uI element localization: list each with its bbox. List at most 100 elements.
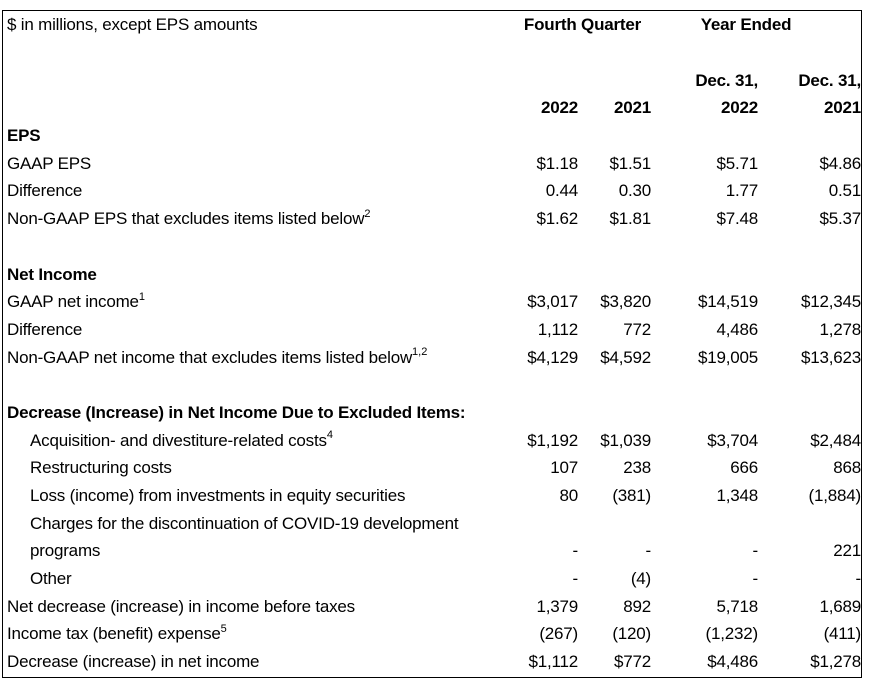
row-label-text: GAAP EPS [7,153,92,173]
section-row: Net Income [3,260,861,288]
value-cell-ye-2022: 1.77 [725,181,758,201]
value-cell-ye-2021: $2,484 [810,430,861,450]
value-cell-fq-2021: - [645,541,652,561]
section-label: Decrease (Increase) in Net Income Due to… [7,402,466,422]
unit-note: $ in millions, except EPS amounts [7,15,258,35]
table-row: programs - - - 221 [3,537,861,565]
value-cell-fq-2021: $3,820 [600,292,651,312]
footnote-marker: 1,2 [412,345,428,358]
value-cell-fq-2022: 1,112 [537,319,578,339]
value-cell-ye-2022: $14,519 [697,292,758,312]
value-cell-fq-2021: 0.30 [618,181,651,201]
value-cell-fq-2021: $1.51 [609,153,651,173]
value-cell-ye-2022: 5,718 [716,596,758,616]
row-label-text: Acquisition- and divestiture-related cos… [30,430,327,450]
value-cell-ye-2021: Dec. 31, [798,70,861,90]
value-cell-ye-2021: - [855,569,861,589]
value-cell-fq-2022: - [572,569,579,589]
value-cell-fq-2021: $1.81 [609,209,651,229]
value-cell-fq-2022: $1.18 [536,153,578,173]
spacer-row [3,233,861,261]
table-row: Loss (income) from investments in equity… [3,482,861,510]
row-label-text: Non-GAAP EPS that excludes items listed … [7,209,365,229]
value-cell-ye-2021: 221 [833,541,861,561]
value-cell-ye-2022: 666 [730,458,758,478]
row-label: Net decrease (increase) in income before… [3,598,514,615]
table-row: Restructuring costs 107 238 666 868 [3,454,861,482]
row-label: Difference [3,321,514,338]
value-cell-ye-2021: 1,689 [819,596,861,616]
row-label: Income tax (benefit) expense5 [3,622,514,644]
value-cell-ye-2021: (411) [823,624,861,644]
table-row: Net decrease (increase) in income before… [3,592,861,620]
value-cell-ye-2022: $5.71 [716,153,758,173]
section-label: EPS [7,126,41,146]
value-cell-fq-2022: - [572,541,579,561]
value-cell-fq-2021: $4,592 [600,347,651,367]
col-group-fourth-quarter: Fourth Quarter [523,15,642,35]
table-row: Non-GAAP EPS that excludes items listed … [3,205,861,233]
value-cell-ye-2022: - [752,569,759,589]
value-cell-ye-2021: (1,884) [808,486,861,506]
row-label: GAAP net income1 [3,290,514,312]
row-label-text: Loss (income) from investments in equity… [30,486,406,506]
value-cell-ye-2022: - [752,541,759,561]
value-cell-ye-2021: $4.86 [819,153,861,173]
value-cell-fq-2021: (120) [612,624,651,644]
value-cell-ye-2022: $7.48 [716,209,758,229]
table-row: Income tax (benefit) expense5 (267) (120) (… [3,620,861,648]
row-label-text: Charges for the discontinuation of COVID… [30,513,459,533]
table-row: Decrease (increase) in net income $1,112 $… [3,648,861,676]
row-label: Loss (income) from investments in equity… [3,487,514,504]
value-cell-ye-2022: $4,486 [707,652,758,672]
row-label: Non-GAAP EPS that excludes items listed … [3,207,514,229]
value-cell-fq-2022: (267) [539,624,578,644]
value-cell-fq-2021: 892 [623,596,651,616]
value-cell-fq-2022: $3,017 [527,292,578,312]
value-cell-ye-2021: 0.51 [828,181,861,201]
value-cell-fq-2022: 1,379 [536,596,578,616]
value-cell-ye-2021: $5.37 [819,209,861,229]
value-cell-ye-2021: 868 [833,458,861,478]
value-cell-ye-2022: 2022 [720,98,758,118]
value-cell-fq-2021: (381) [612,486,651,506]
row-label: programs [3,542,514,559]
reconciliation-table: $ in millions, except EPS amounts Fourth… [2,10,862,678]
row-label-text: Net decrease (increase) in income before… [7,596,355,616]
value-cell-fq-2022: $1,192 [527,430,578,450]
value-cell-ye-2022: 1,348 [716,486,758,506]
footnote-marker: 1 [138,290,145,303]
row-label-text: GAAP net income [7,292,139,312]
table-row: Acquisition- and divestiture-related cos… [3,426,861,454]
row-label-text: Income tax (benefit) expense [7,624,221,644]
table-row: GAAP EPS $1.18 $1.51 $5.71 $4.86 [3,149,861,177]
row-label: Other [3,570,514,587]
value-cell-fq-2022: $4,129 [527,347,578,367]
value-cell-fq-2022: 80 [559,486,578,506]
section-row: Decrease (Increase) in Net Income Due to… [3,399,861,427]
date-header-row: Dec. 31, Dec. 31, [3,66,861,94]
row-label-text: Difference [7,181,83,201]
value-cell-fq-2021: 772 [623,319,651,339]
table-header-row: $ in millions, except EPS amounts Fourth… [3,11,861,39]
value-cell-ye-2022: $19,005 [697,347,758,367]
table-row: Difference 0.44 0.30 1.77 0.51 [3,177,861,205]
row-label-text: Decrease (increase) in net income [7,652,260,672]
value-cell-fq-2022: $1,112 [528,652,578,672]
row-label: Decrease (increase) in net income [3,653,514,670]
row-label: Non-GAAP net income that excludes items … [3,345,514,365]
value-cell-fq-2022: 0.44 [545,181,578,201]
footnote-marker: 5 [220,622,227,635]
spacer-row [3,371,861,399]
value-cell-fq-2022: 107 [550,458,578,478]
row-label-text: Restructuring costs [30,458,172,478]
section-label: Net Income [7,264,97,284]
section-row: EPS [3,122,861,150]
table-row: Charges for the discontinuation of COVID… [3,509,861,537]
year-header-row: 2022 2021 2022 2021 [3,94,861,122]
value-cell-ye-2021: $13,623 [800,347,861,367]
footnote-marker: 4 [326,429,333,441]
row-label: Acquisition- and divestiture-related cos… [3,429,514,450]
row-label-text: Difference [7,319,83,339]
footnote-marker: 2 [364,207,371,220]
